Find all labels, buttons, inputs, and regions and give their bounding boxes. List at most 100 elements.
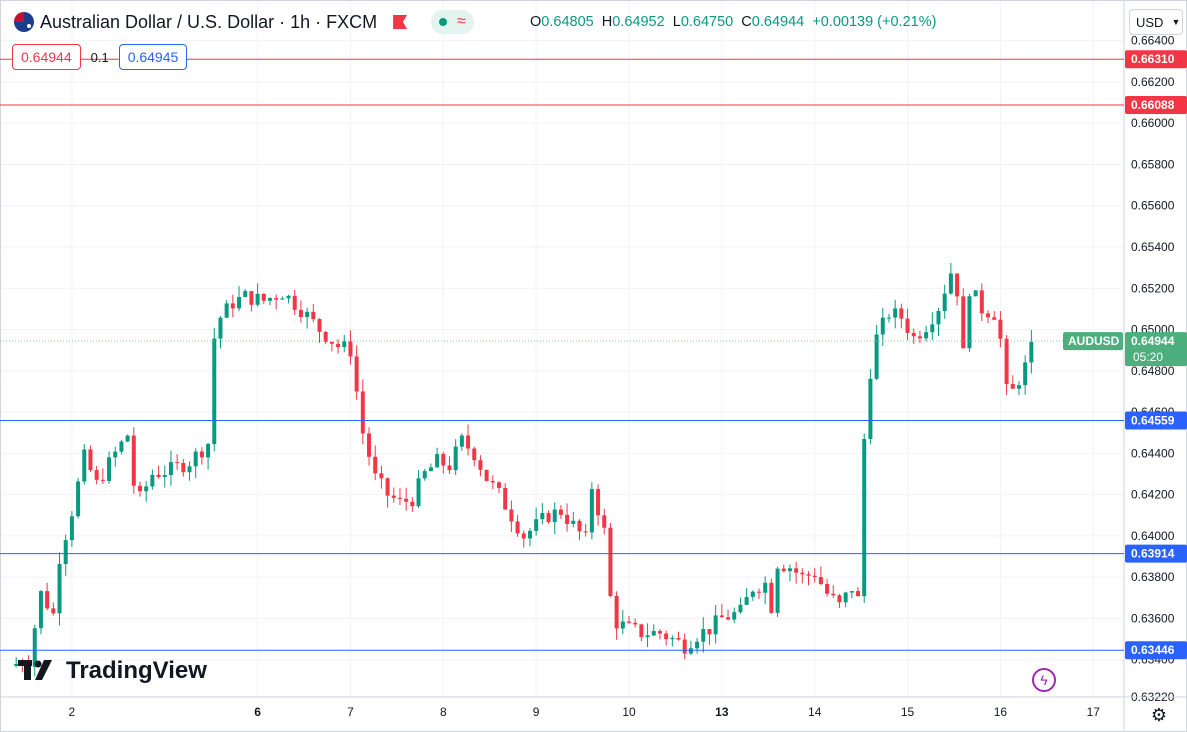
candle-body — [453, 446, 458, 471]
y-tick-label: 0.64200 — [1131, 488, 1175, 502]
symbol-header[interactable]: Australian Dollar / U.S. Dollar · 1h · F… — [14, 10, 474, 34]
candle-body — [150, 474, 155, 487]
candle-body — [707, 629, 712, 635]
candle-body — [144, 486, 149, 492]
candle-body — [292, 295, 297, 310]
candle-body — [162, 475, 167, 477]
candle-body — [249, 291, 254, 305]
candle-body — [905, 318, 910, 333]
candle-body — [57, 563, 62, 614]
candle-body — [503, 488, 508, 510]
ohlc-readout: O0.64805 H0.64952 L0.64750 C0.64944 +0.0… — [530, 14, 937, 30]
sell-button[interactable]: 0.64944 — [12, 44, 81, 70]
candle-body — [298, 309, 303, 318]
candle-body — [156, 474, 161, 477]
y-tick-label: 0.65200 — [1131, 281, 1175, 295]
y-tick-label: 0.65400 — [1131, 240, 1175, 254]
candle-body — [119, 441, 124, 452]
tradingview-logo[interactable]: TradingView — [18, 657, 207, 685]
change-value: +0.00139 (+0.21%) — [812, 14, 937, 30]
candle-body — [88, 449, 93, 471]
candle-body — [732, 612, 737, 620]
candle-body — [849, 591, 854, 593]
y-tick-label: 0.64000 — [1131, 529, 1175, 543]
candle-body — [917, 336, 922, 339]
candle-body — [942, 293, 947, 312]
candle-body — [391, 495, 396, 498]
candle-body — [948, 273, 953, 294]
candle-body — [435, 454, 440, 468]
candle-body — [490, 480, 495, 483]
candle-body — [193, 451, 198, 467]
candle-body — [639, 624, 644, 638]
candle-body — [336, 343, 341, 348]
resistance-level-label: 0.66310 — [1131, 52, 1175, 66]
candle-body — [255, 293, 260, 305]
y-tick-label: 0.65800 — [1131, 157, 1175, 171]
candle-body — [1016, 385, 1021, 389]
wave-icon: ≈ — [457, 13, 466, 30]
candle-body — [168, 462, 173, 476]
candle-body — [998, 319, 1003, 339]
y-tick-label: 0.63600 — [1131, 611, 1175, 625]
lightning-icon[interactable]: ϟ — [1032, 668, 1056, 692]
buy-button[interactable]: 0.64945 — [118, 44, 188, 70]
candle-body — [546, 513, 551, 523]
candle-body — [893, 308, 898, 318]
x-tick-label: 6 — [254, 705, 261, 719]
currency-select[interactable]: USD ▼ — [1129, 9, 1183, 35]
candle-body — [645, 635, 650, 638]
candle-body — [1010, 384, 1015, 389]
x-tick-label: 17 — [1087, 705, 1101, 719]
candle-body — [428, 467, 433, 472]
symbol-title: Australian Dollar / U.S. Dollar · 1h · F… — [40, 11, 378, 32]
candle-body — [670, 637, 675, 640]
resistance-level-label-bg — [1125, 50, 1187, 69]
candle-body — [979, 290, 984, 314]
candle-body — [633, 622, 638, 625]
candle-body — [787, 568, 792, 572]
candle-body — [243, 291, 248, 297]
candle-body — [992, 317, 997, 320]
candle-body — [286, 295, 291, 299]
candle-body — [311, 311, 316, 320]
candle-body — [818, 577, 823, 585]
candle-body — [899, 308, 904, 319]
candle-body — [973, 290, 978, 297]
candle-body — [360, 391, 365, 434]
candle-body — [212, 338, 217, 445]
candle-body — [744, 596, 749, 605]
y-tick-label: 0.63800 — [1131, 570, 1175, 584]
y-tick-label: 0.65600 — [1131, 199, 1175, 213]
y-tick-label: 0.64400 — [1131, 446, 1175, 460]
resistance-level-label-bg — [1125, 96, 1187, 115]
candle-body — [602, 515, 607, 528]
candle-body — [738, 604, 743, 613]
candle-body — [701, 629, 706, 642]
candle-body — [558, 509, 563, 515]
candle-body — [1004, 338, 1009, 385]
flag-marker-icon[interactable] — [393, 15, 408, 29]
x-tick-label: 2 — [69, 705, 76, 719]
candle-body — [100, 479, 105, 481]
chevron-down-icon: ▼ — [1171, 17, 1181, 27]
indicator-status-pill[interactable]: ≈ — [431, 10, 474, 34]
gear-icon[interactable]: ⚙ — [1150, 704, 1168, 725]
candle-body — [874, 334, 879, 379]
candle-body — [472, 448, 477, 461]
candle-body — [113, 451, 118, 458]
candle-body — [775, 568, 780, 613]
candle-body — [552, 509, 557, 523]
candle-body — [527, 530, 532, 539]
x-tick-label: 15 — [901, 705, 915, 719]
candle-body — [69, 516, 74, 541]
candle-body — [986, 313, 991, 318]
candle-body — [323, 331, 328, 342]
trade-boxes: 0.64944 0.1 0.64945 — [12, 44, 188, 70]
candle-body — [373, 456, 378, 474]
x-tick-label: 10 — [622, 705, 636, 719]
candle-body — [329, 341, 334, 344]
candle-body — [379, 473, 384, 479]
